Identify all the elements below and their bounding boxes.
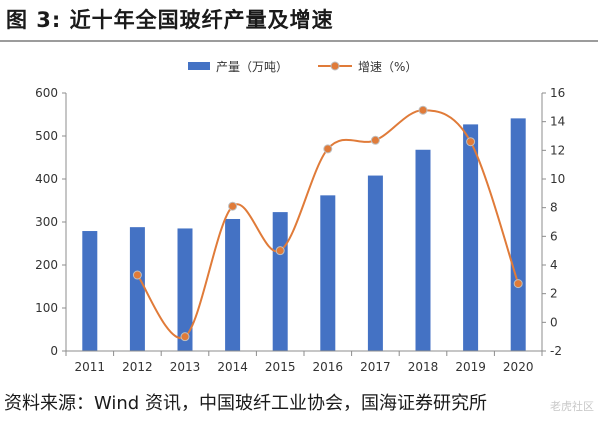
- growth-point-2015: [275, 246, 285, 256]
- title-divider: [0, 40, 598, 42]
- bar-2014: [225, 218, 241, 351]
- right-tick-label: 10: [550, 172, 565, 186]
- chart-legend: 产量（万吨） 增速（%）: [188, 60, 417, 74]
- bar-2015: [272, 212, 288, 351]
- legend-marker-line: [330, 61, 340, 71]
- bar-2013: [177, 228, 193, 351]
- x-tick-label: 2017: [360, 360, 391, 374]
- growth-line: [136, 109, 520, 340]
- right-tick-label: 12: [550, 143, 565, 157]
- combo-chart: 产量（万吨） 增速（%） 0 100 200 300 400 500 600 -2 0 2 4 6 8 1…: [35, 60, 565, 374]
- source-note: 资料来源：Wind 资讯，中国玻纤工业协会，国海证券研究所: [4, 393, 487, 414]
- bar-2012: [129, 227, 145, 351]
- right-tick-label: 4: [550, 258, 558, 272]
- x-tick-label: 2011: [75, 360, 106, 374]
- bar-2019: [463, 124, 479, 351]
- growth-point-2013: [180, 332, 190, 342]
- x-tick-label: 2012: [122, 360, 153, 374]
- x-tick-label: 2014: [217, 360, 248, 374]
- bar-2018: [415, 149, 431, 351]
- left-tick-label: 600: [35, 86, 58, 100]
- left-tick-label: 300: [35, 215, 58, 229]
- bar-series: [82, 118, 526, 352]
- x-tick-label: 2020: [503, 360, 534, 374]
- left-tick-label: 500: [35, 129, 58, 143]
- growth-point-2020: [513, 279, 523, 289]
- line-series: [132, 105, 523, 342]
- right-tick-label: 16: [550, 86, 565, 100]
- growth-point-2012: [132, 270, 142, 280]
- x-tick-label: 2015: [265, 360, 296, 374]
- bar-2017: [367, 175, 383, 351]
- legend-label-bar: 产量（万吨）: [216, 60, 288, 74]
- right-tick-label: 14: [550, 115, 565, 129]
- watermark: 老虎社区: [550, 400, 594, 413]
- x-tick-label: 2013: [170, 360, 201, 374]
- growth-point-2016: [323, 144, 333, 154]
- left-tick-label: 400: [35, 172, 58, 186]
- right-tick-label: 6: [550, 229, 558, 243]
- left-tick-label: 100: [35, 301, 58, 315]
- growth-point-2017: [370, 135, 380, 145]
- right-tick-label: -2: [550, 344, 562, 358]
- bar-2011: [82, 231, 98, 351]
- bar-2016: [320, 195, 336, 351]
- right-tick-label: 2: [550, 287, 558, 301]
- left-tick-label: 0: [50, 344, 58, 358]
- left-tick-label: 200: [35, 258, 58, 272]
- x-tick-label: 2018: [408, 360, 439, 374]
- chart-axes: 0 100 200 300 400 500 600 -2 0 2 4 6 8 10 12 14 16 2011 20…: [35, 86, 565, 374]
- growth-point-2019: [466, 137, 476, 147]
- growth-point-2018: [418, 105, 428, 115]
- right-tick-label: 0: [550, 315, 558, 329]
- x-tick-label: 2019: [455, 360, 486, 374]
- x-tick-label: 2016: [313, 360, 344, 374]
- legend-label-line: 增速（%）: [358, 60, 417, 74]
- right-tick-label: 8: [550, 201, 558, 215]
- figure-title: 图 3: 近十年全国玻纤产量及增速: [6, 8, 334, 32]
- legend-swatch-bar: [188, 62, 210, 70]
- growth-point-2014: [228, 201, 238, 211]
- bar-2020: [510, 118, 526, 352]
